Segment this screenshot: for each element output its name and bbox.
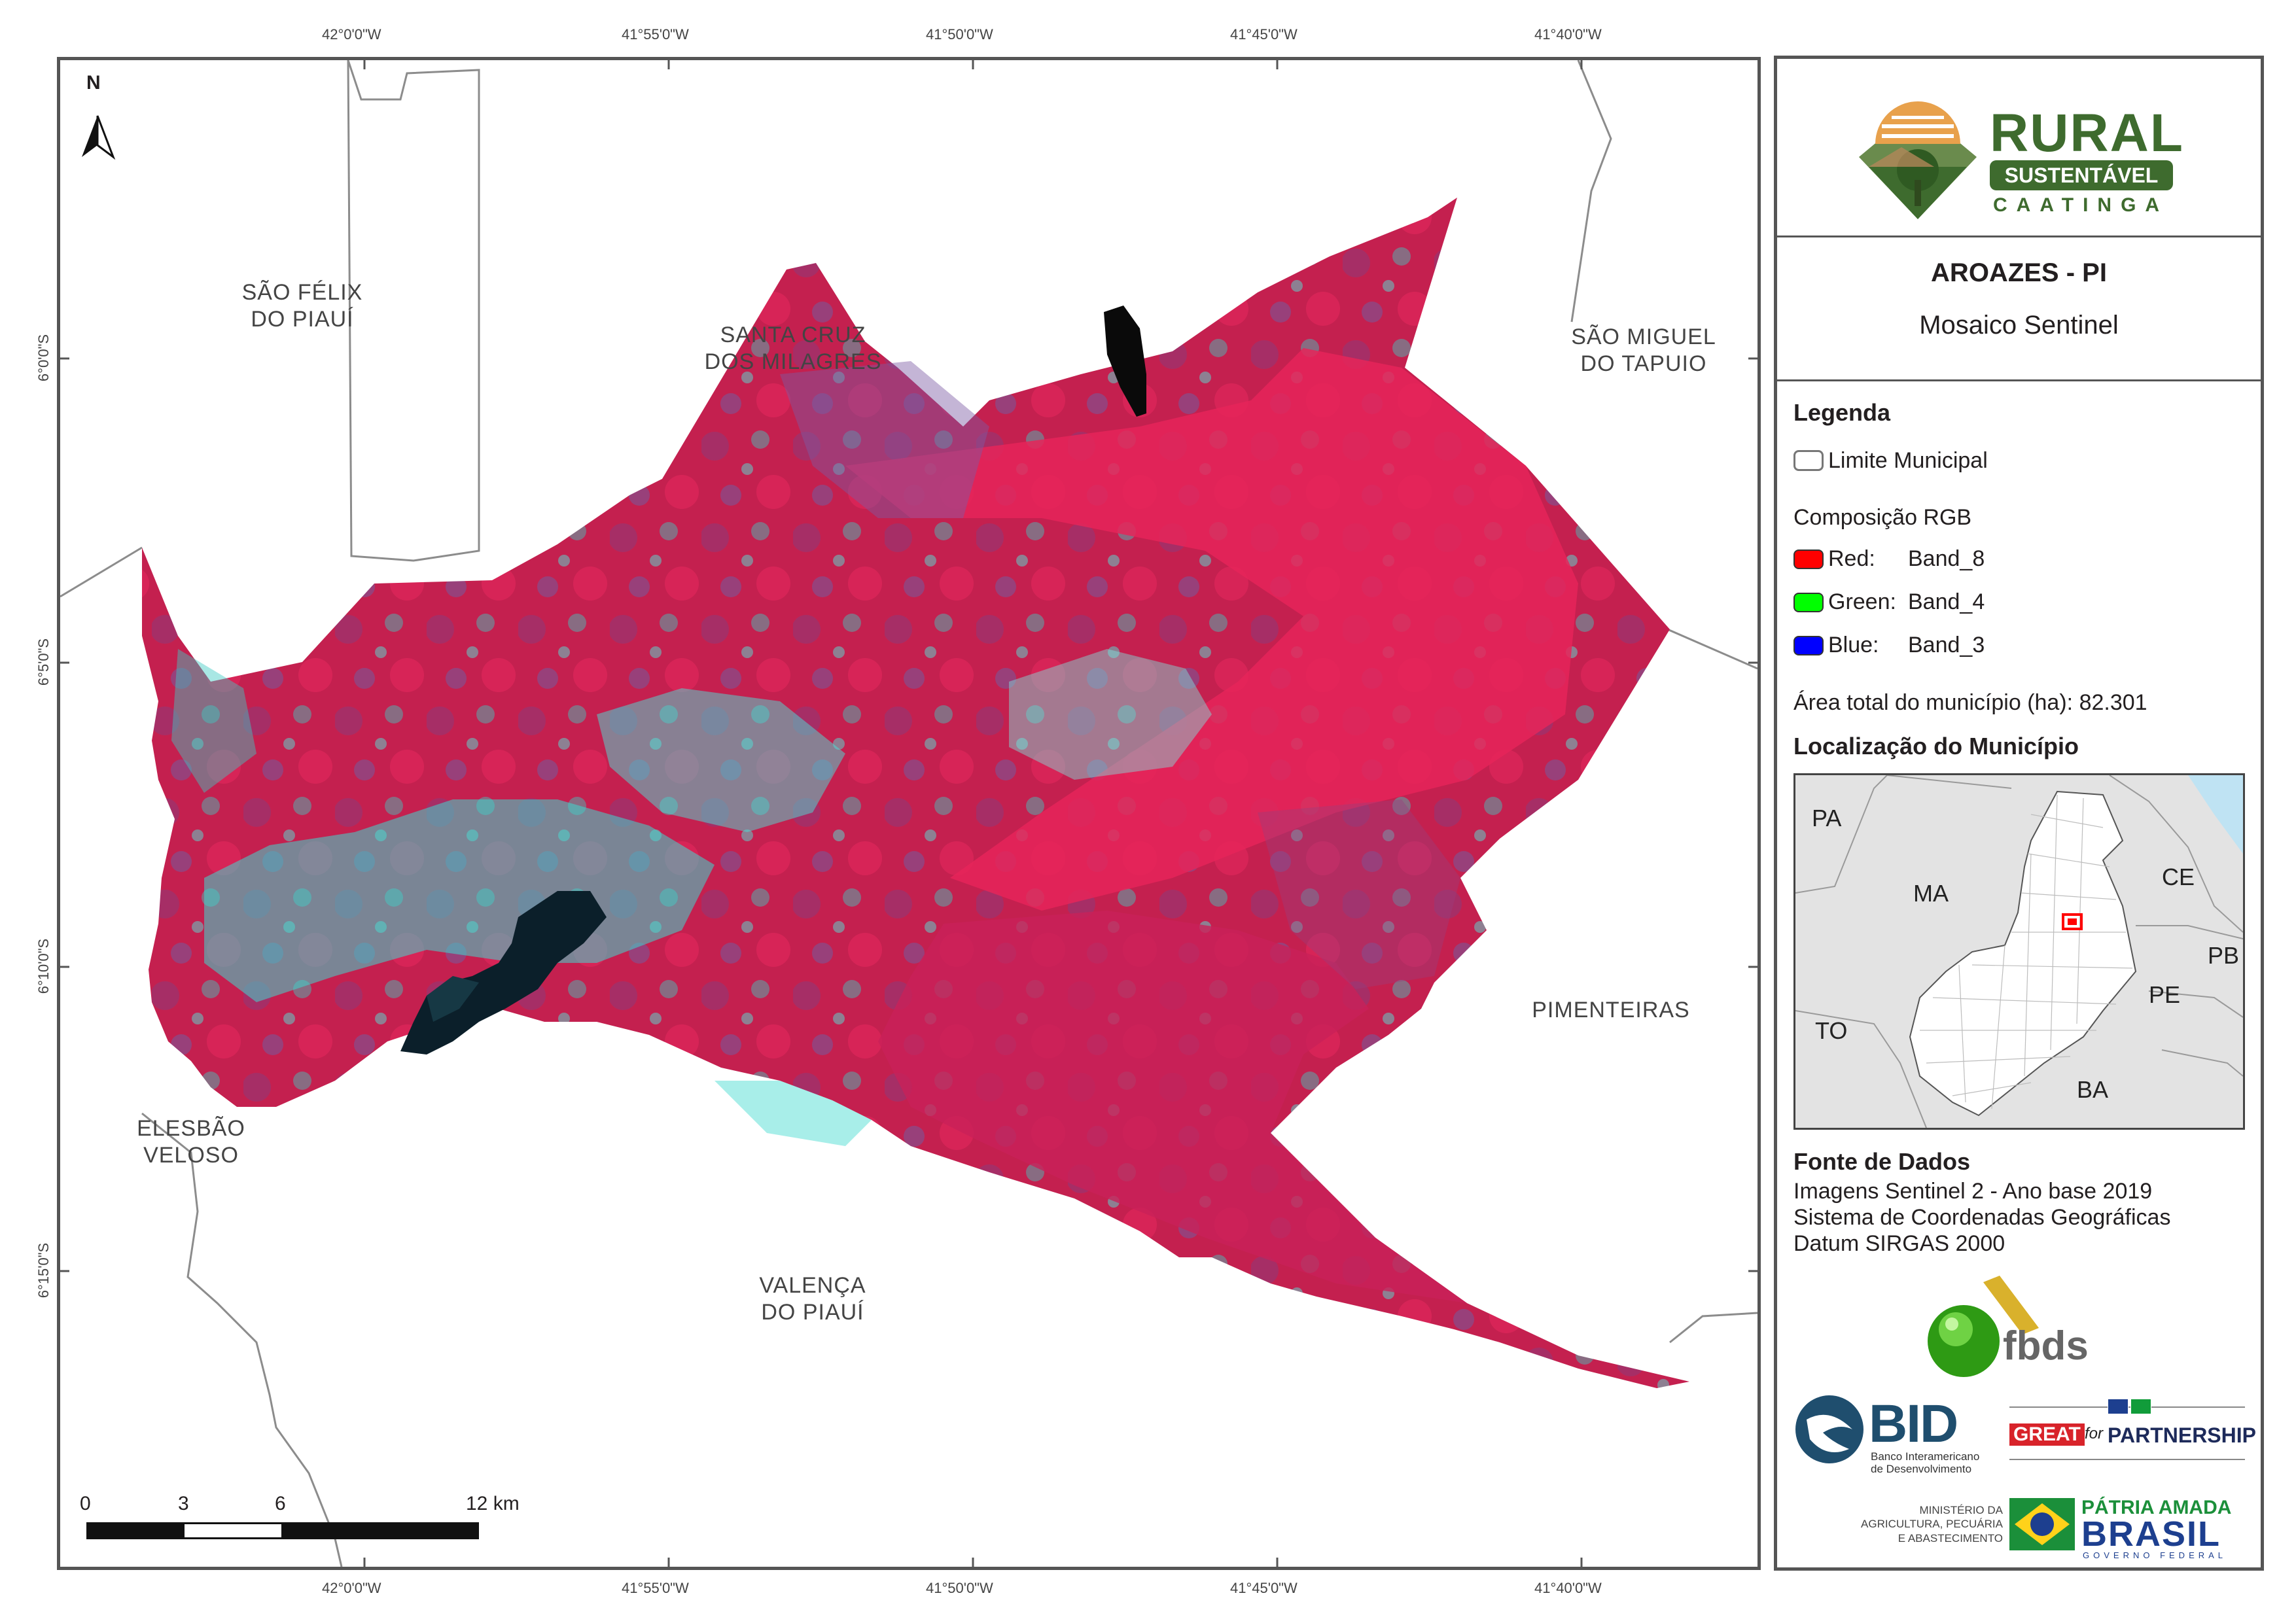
coord-top-5: 41°40'0"W — [1534, 26, 1602, 43]
rural-sustentavel-logo: RURAL SUSTENTÁVEL CAATINGA — [1856, 95, 2222, 226]
bid-text: BID — [1869, 1394, 1958, 1454]
logo-word-caatinga: CAATINGA — [1993, 194, 2169, 216]
label-sao-felix: SÃO FÉLIX DO PIAUÍ — [241, 280, 363, 332]
logo-word-rural: RURAL — [1990, 103, 2184, 163]
area-label: Área total do município (ha): — [1793, 690, 2074, 715]
patria-amada-logo: PÁTRIA AMADA BRASIL GOVERNO FEDERAL — [2009, 1497, 2232, 1560]
red-band-swatch — [1793, 550, 1824, 569]
scale-label-12km: 12 km — [466, 1493, 520, 1514]
scale-bar — [86, 1522, 479, 1539]
blue-band-swatch — [1793, 636, 1824, 655]
scale-label-3: 3 — [178, 1493, 189, 1514]
ministry-text: MINISTÉRIO DA AGRICULTURA, PECUÁRIA E AB… — [1861, 1504, 2003, 1544]
label-santa-cruz: SANTA CRUZ DOS MILAGRES — [704, 323, 882, 374]
map-subtitle: Mosaico Sentinel — [1919, 311, 2119, 340]
coord-bottom-1: 42°0'0"W — [322, 1580, 381, 1596]
coord-top-3: 41°50'0"W — [926, 26, 993, 43]
bid-subtitle: Banco Interamericano de Desenvolvimento — [1871, 1450, 1980, 1475]
coord-top-4: 41°45'0"W — [1230, 26, 1298, 43]
aroazes-territory — [142, 198, 1689, 1388]
coord-left-1: 6°0'0"S — [35, 334, 52, 382]
caatinga-emblem-icon — [1859, 101, 1977, 219]
red-band-value: Band_8 — [1908, 546, 1985, 571]
coord-left-2: 6°5'0"S — [35, 638, 52, 686]
blue-band-name: Blue: — [1828, 633, 1879, 657]
state-ba: BA — [2077, 1076, 2109, 1103]
fbds-logo: fbds — [1924, 1276, 2094, 1380]
source-line-3: Datum SIRGAS 2000 — [1793, 1231, 2005, 1256]
graticule-ticks — [60, 60, 1757, 1567]
coord-left-3: 6°10'0"S — [35, 938, 52, 994]
location-heading: Localização do Município — [1793, 733, 2079, 759]
coord-bottom-2: 41°55'0"W — [622, 1580, 689, 1596]
sources-heading: Fonte de Dados — [1793, 1148, 1971, 1175]
coord-bottom-4: 41°45'0"W — [1230, 1580, 1298, 1596]
satellite-mosaic-map — [60, 60, 1757, 1567]
green-band-swatch — [1793, 593, 1824, 612]
green-band-name: Green: — [1828, 589, 1896, 614]
uk-flag-icon — [2108, 1399, 2128, 1414]
area-value: 82.301 — [2079, 690, 2147, 715]
state-pa: PA — [1812, 805, 1842, 831]
limit-label: Limite Municipal — [1828, 448, 1988, 473]
location-inset-map: PA MA CE PB PE TO BA — [1793, 773, 2245, 1130]
state-ce: CE — [2162, 864, 2195, 890]
great-partnership-logo: GREAT for PARTNERSHIP — [2009, 1392, 2256, 1464]
municipal-boundaries — [60, 60, 1757, 1567]
scale-label-6: 6 — [275, 1493, 286, 1514]
coord-top-2: 41°55'0"W — [622, 26, 689, 43]
source-line-2: Sistema de Coordenadas Geográficas — [1793, 1205, 2171, 1230]
bid-emblem-icon — [1795, 1395, 1863, 1463]
state-pe: PE — [2149, 981, 2181, 1008]
state-ma: MA — [1913, 880, 1949, 907]
coord-left-4: 6°15'0"S — [35, 1242, 52, 1299]
limit-swatch — [1793, 450, 1824, 471]
governo-federal-text: GOVERNO FEDERAL — [2083, 1550, 2227, 1560]
rgb-heading: Composição RGB — [1793, 505, 1972, 530]
green-band-value: Band_4 — [1908, 589, 1985, 614]
brazil-flag-emblem-icon — [2009, 1498, 2075, 1550]
label-sao-miguel: SÃO MIGUEL DO TAPUIO — [1571, 324, 1716, 376]
coord-bottom-5: 41°40'0"W — [1534, 1580, 1602, 1596]
legend-heading: Legenda — [1793, 399, 1891, 426]
great-text: GREAT — [2009, 1423, 2085, 1446]
red-band-name: Red: — [1828, 546, 1875, 571]
fbds-text: fbds — [2003, 1323, 2089, 1369]
great-partnership-text: PARTNERSHIP — [2108, 1423, 2256, 1447]
label-valenca: VALENÇA DO PIAUÍ — [759, 1273, 866, 1325]
brasil-text: BRASIL — [2081, 1514, 2221, 1554]
north-arrow-icon — [82, 115, 116, 160]
state-to: TO — [1815, 1017, 1848, 1044]
great-for-text: for — [2085, 1425, 2104, 1442]
label-elesbao: ELESBÃO VELOSO — [137, 1116, 245, 1168]
scale-label-0: 0 — [80, 1493, 91, 1514]
legend-panel: RURAL SUSTENTÁVEL CAATINGA AROAZES - PI … — [1774, 56, 2264, 1571]
area-total: Área total do município (ha): 82.301 — [1793, 690, 2147, 716]
blue-band-value: Band_3 — [1908, 633, 1985, 657]
logo-word-sustentavel: SUSTENTÁVEL — [1990, 160, 2173, 190]
bid-logo: BID Banco Interamericano de Desenvolvimen… — [1793, 1393, 1990, 1475]
coord-bottom-3: 41°50'0"W — [926, 1580, 993, 1596]
map-title: AROAZES - PI — [1931, 258, 2107, 287]
state-pb: PB — [2208, 942, 2240, 969]
fbds-emblem-icon — [1928, 1276, 2039, 1377]
north-label: N — [86, 72, 101, 94]
brazil-flag-icon — [2130, 1399, 2151, 1414]
map-frame: N 0 3 6 12 km SÃO FÉLIX DO PIAUÍ SANTA CR… — [57, 57, 1761, 1570]
inset-map-graphic — [1795, 775, 2243, 1128]
label-pimenteiras: PIMENTEIRAS — [1532, 998, 1690, 1022]
source-line-1: Imagens Sentinel 2 - Ano base 2019 — [1793, 1179, 2153, 1204]
patria-amada-text: PÁTRIA AMADA — [2081, 1497, 2232, 1518]
coord-top-1: 42°0'0"W — [322, 26, 381, 43]
